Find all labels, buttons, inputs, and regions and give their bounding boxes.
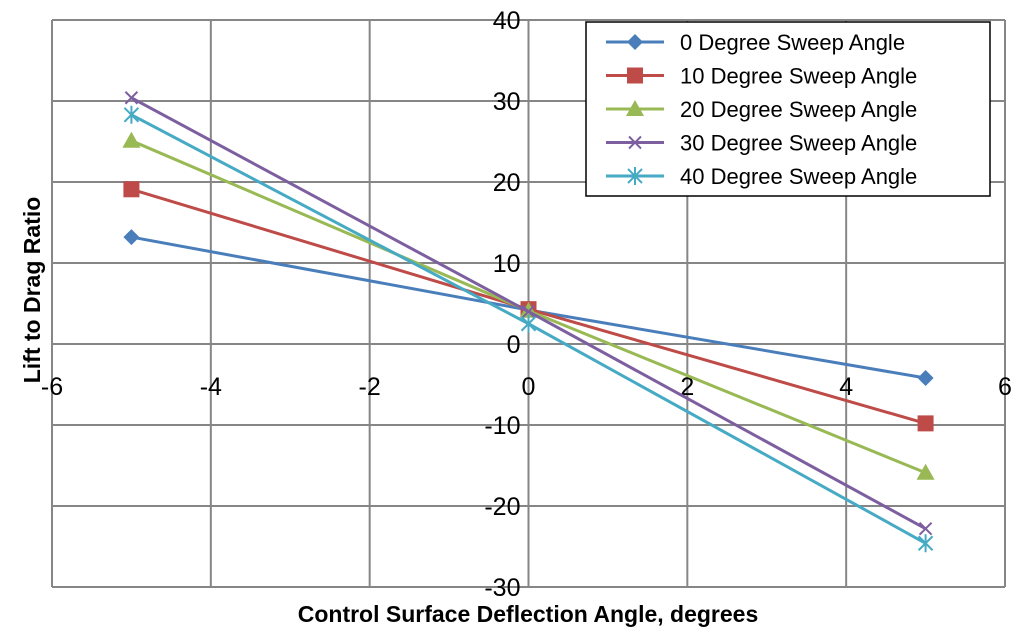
data-point: [123, 229, 140, 246]
legend-label: 40 Degree Sweep Angle: [680, 164, 917, 189]
x-tick-label: 4: [839, 373, 853, 401]
data-point: [520, 314, 537, 333]
x-tick-label: 2: [680, 373, 694, 401]
legend: 0 Degree Sweep Angle 10 Degree Sweep Angl…: [585, 21, 991, 197]
y-tick-label: -20: [484, 493, 520, 521]
y-axis-label: Lift to Drag Ratio: [19, 197, 45, 384]
x-tick-label: -4: [200, 373, 222, 401]
x-tick-label: -2: [359, 373, 381, 401]
x-axis-label: Control Surface Deflection Angle, degree…: [298, 601, 759, 627]
data-point: [521, 304, 536, 319]
data-point: [917, 534, 934, 553]
data-point: [917, 370, 934, 387]
legend-marker: [626, 100, 644, 116]
y-tick-label: -30: [484, 574, 520, 602]
data-point: [918, 521, 933, 536]
legend-label: 20 Degree Sweep Angle: [680, 97, 917, 122]
legend-label: 0 Degree Sweep Angle: [680, 30, 905, 55]
grid: [51, 19, 1006, 588]
y-tick-label: 20: [493, 169, 521, 197]
y-tick-label: 40: [493, 7, 521, 35]
legend-marker: [627, 167, 643, 185]
legend-label: 30 Degree Sweep Angle: [680, 131, 917, 156]
data-point: [123, 181, 140, 198]
series-lines: [122, 91, 935, 553]
y-tick-label: -10: [484, 412, 520, 440]
y-tick-label: 30: [493, 88, 521, 116]
data-point: [124, 91, 139, 105]
data-point: [917, 415, 934, 432]
data-point: [123, 105, 140, 124]
legend-label: 10 Degree Sweep Angle: [680, 64, 917, 89]
y-tick-label: 10: [493, 250, 521, 278]
y-tick-label: 0: [507, 331, 521, 359]
legend-marker: [627, 34, 643, 50]
data-point: [122, 131, 141, 148]
x-tick-label: 6: [998, 373, 1012, 401]
legend-marker: [627, 67, 643, 84]
x-tick-label: 0: [522, 373, 536, 401]
data-point: [916, 463, 935, 480]
legend-marker: [628, 135, 642, 150]
x-tick-label: -6: [41, 373, 63, 401]
